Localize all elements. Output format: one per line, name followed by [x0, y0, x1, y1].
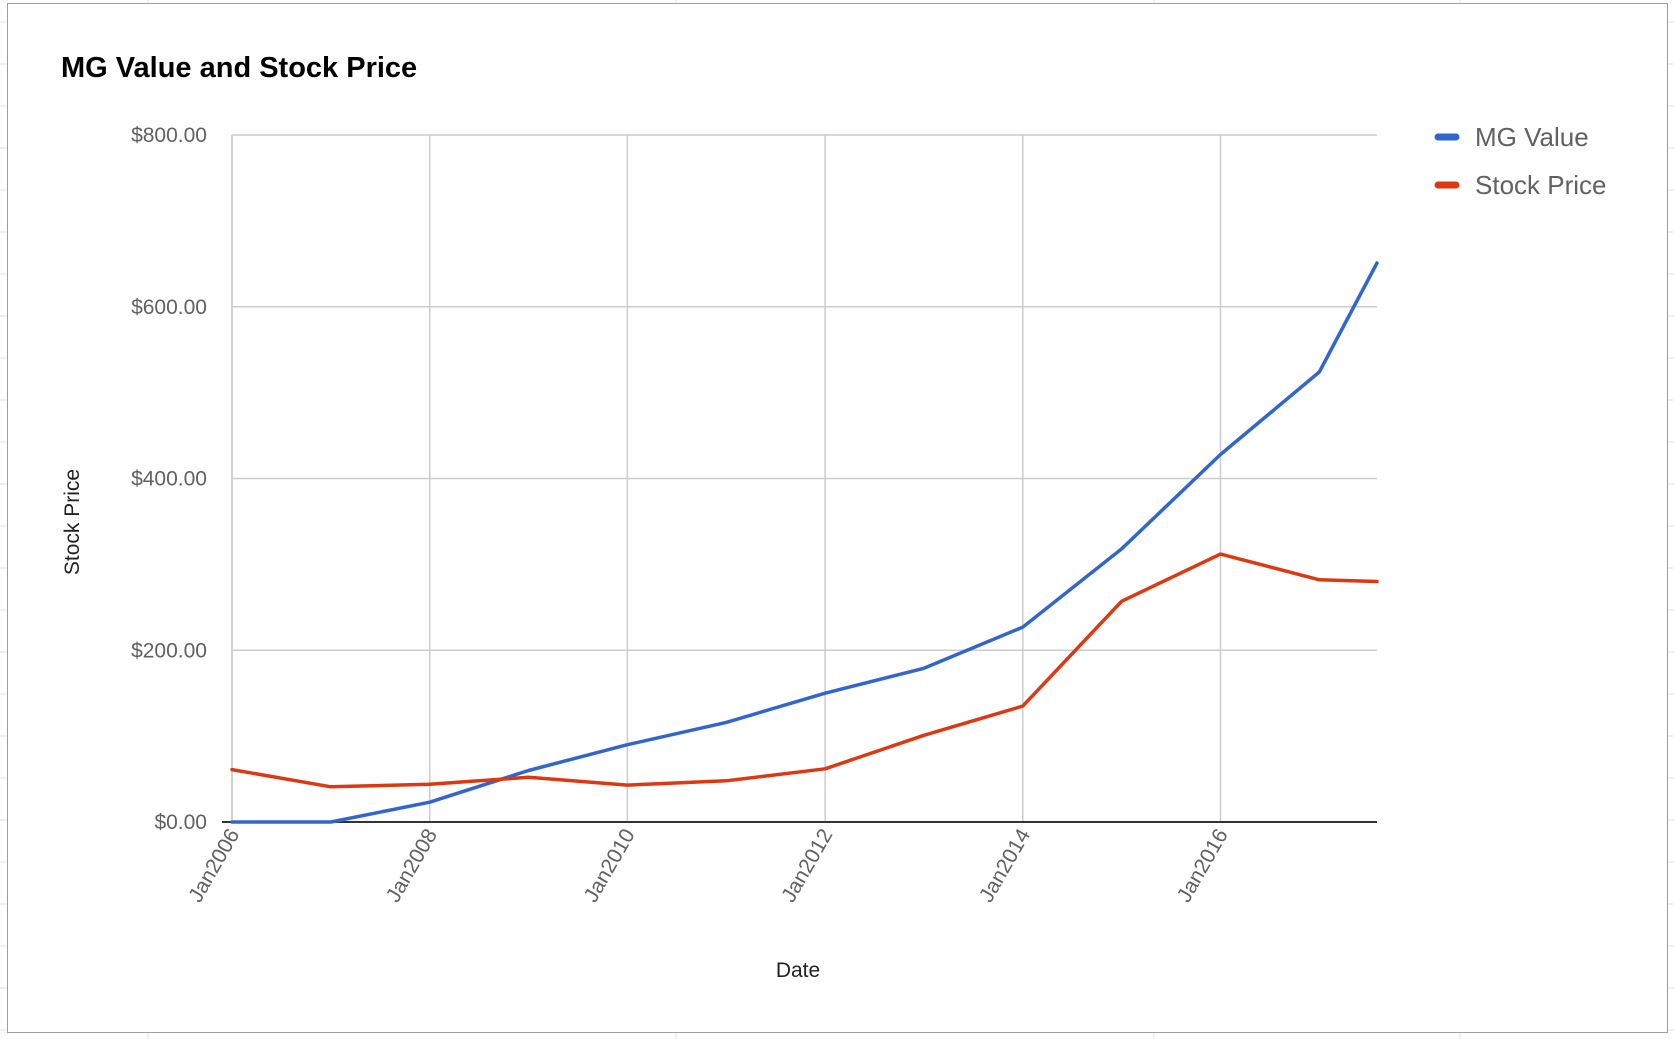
y-axis-ticks: $0.00 $200.00 $400.00 $600.00 $800.00 — [131, 124, 207, 834]
x-tick-label: Jan2012 — [777, 825, 837, 906]
y-tick-label: $400.00 — [131, 468, 207, 491]
y-axis-title: Stock Price — [61, 469, 84, 575]
legend-item-mg-value[interactable]: MG Value — [1434, 122, 1589, 152]
chart-container[interactable] — [7, 3, 1668, 1033]
x-tick-label: Jan2006 — [184, 825, 244, 906]
y-tick-label: $600.00 — [131, 296, 207, 319]
x-tick-label: Jan2014 — [975, 825, 1035, 907]
y-tick-label: $0.00 — [154, 811, 207, 834]
legend-label: Stock Price — [1475, 170, 1607, 200]
x-axis-ticks: Jan2006 Jan2008 Jan2010 Jan2012 Jan2014 Jan20… — [184, 825, 1233, 907]
y-tick-label: $800.00 — [131, 124, 207, 147]
series-line-stock-price — [230, 552, 1379, 789]
x-tick-label: Jan2010 — [580, 825, 640, 906]
gridlines — [231, 134, 1377, 822]
x-tick-label: Jan2016 — [1173, 825, 1233, 906]
chart-title: MG Value and Stock Price — [61, 52, 418, 84]
series-line-mg-value — [230, 261, 1379, 824]
legend-item-stock-price[interactable]: Stock Price — [1434, 170, 1607, 200]
y-tick-label: $200.00 — [131, 639, 207, 662]
x-tick-label: Jan2008 — [382, 825, 442, 906]
series-lines — [230, 261, 1379, 824]
legend: MG Value Stock Price — [1434, 122, 1607, 200]
legend-label: MG Value — [1475, 122, 1589, 152]
x-axis-title: Date — [776, 959, 820, 982]
